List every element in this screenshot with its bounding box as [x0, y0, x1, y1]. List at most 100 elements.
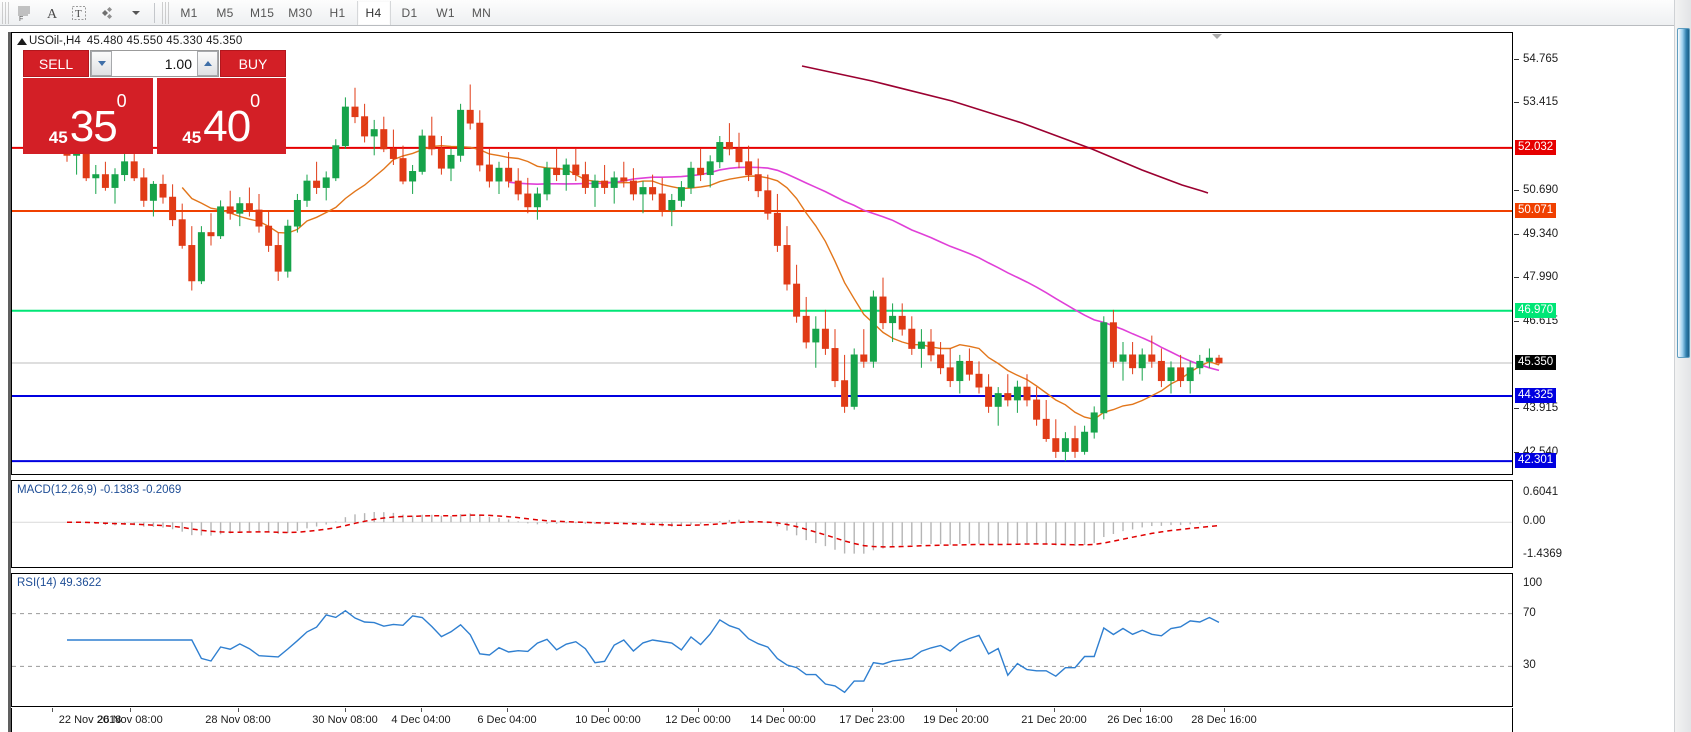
trade-prices-row: 45 35 0 45 40 0 — [23, 78, 286, 154]
price-tick-label: 43.915 — [1523, 402, 1559, 415]
buy-price-button[interactable]: 45 40 0 — [156, 78, 286, 154]
price-tick-label: 46.615 — [1523, 315, 1559, 328]
main-toolbar: F A T M1 M5 M15 M30 H1 H4 D1 W1 MN — [0, 0, 1691, 26]
rsi-scale: 100 70 30 — [1514, 573, 1674, 707]
buy-price-main: 40 — [203, 102, 251, 151]
time-axis-label: 30 Nov 08:00 — [312, 714, 378, 726]
time-axis-label: 19 Dec 20:00 — [923, 714, 989, 726]
scrollbar-thumb[interactable] — [1677, 28, 1690, 358]
time-tick — [52, 708, 53, 712]
sell-button[interactable]: SELL — [23, 50, 89, 77]
symbol-ohlc: 45.480 45.550 45.330 45.350 — [86, 35, 243, 47]
time-axis-label: 26 Nov 08:00 — [97, 714, 163, 726]
templates-icon[interactable]: F — [12, 2, 38, 24]
time-tick — [1140, 708, 1141, 712]
price-tick — [1514, 276, 1519, 278]
rsi-title: RSI(14) 49.3622 — [17, 577, 102, 589]
timeframe-h1[interactable]: H1 — [329, 5, 346, 20]
price-level-badge-current-price[interactable]: 45.350 — [1515, 354, 1557, 370]
price-level-badge-pivot[interactable]: 46.970 — [1515, 302, 1557, 318]
price-tick-label: 47.990 — [1523, 270, 1559, 283]
triangle-icon — [17, 38, 27, 45]
timeframe-m30[interactable]: M30 — [288, 5, 313, 20]
price-tick-label: 49.340 — [1523, 227, 1559, 240]
price-level-badge-support[interactable]: 42.301 — [1515, 453, 1557, 469]
sell-price-button[interactable]: 45 35 0 — [23, 78, 153, 154]
volume-decrease-button[interactable] — [91, 51, 112, 76]
time-tick — [421, 708, 422, 712]
price-tick — [1514, 408, 1519, 410]
time-axis-label: 21 Dec 20:00 — [1021, 714, 1087, 726]
volume-input[interactable]: 1.00 — [112, 51, 197, 76]
svg-text:F: F — [19, 16, 23, 22]
objects-icon[interactable] — [94, 2, 122, 24]
text-tool-icon[interactable]: A — [40, 2, 64, 24]
volume-stepper[interactable]: 1.00 — [90, 50, 219, 77]
timeframe-d1[interactable]: D1 — [401, 5, 418, 20]
caret-up-icon — [203, 61, 212, 66]
time-tick — [130, 708, 131, 712]
time-tick — [507, 708, 508, 712]
timeframe-m5[interactable]: M5 — [216, 5, 234, 20]
svg-text:A: A — [47, 7, 58, 22]
time-axis-label: 14 Dec 00:00 — [750, 714, 816, 726]
time-axis-label: 22 Nov 2018 — [58, 714, 122, 726]
price-tick — [1514, 452, 1519, 454]
time-tick — [783, 708, 784, 712]
price-level-badge-support[interactable]: 44.325 — [1515, 387, 1557, 403]
timeframe-mn[interactable]: MN — [471, 5, 492, 20]
macd-tick-label: -1.4369 — [1523, 548, 1563, 560]
svg-text:T: T — [75, 8, 82, 20]
sell-price-prefix: 45 — [48, 128, 68, 147]
trade-controls-row: SELL 1.00 BUY — [23, 50, 286, 77]
timeframe-h4[interactable]: H4 — [356, 0, 391, 25]
macd-scale: 0.6041 0.00 -1.4369 — [1514, 480, 1674, 568]
price-level-badge-resistance[interactable]: 52.032 — [1515, 139, 1557, 155]
time-tick — [956, 708, 957, 712]
price-tick — [1514, 321, 1519, 323]
dropdown-chevron-icon[interactable] — [124, 2, 148, 24]
toolbar-divider — [154, 2, 155, 23]
time-axis-label: 28 Dec 16:00 — [1191, 714, 1257, 726]
timeframe-m15[interactable]: M15 — [250, 5, 275, 20]
window-scrollbar[interactable] — [1674, 0, 1691, 732]
chevron-down-icon[interactable] — [1212, 34, 1222, 39]
time-axis-label: 28 Nov 08:00 — [205, 714, 271, 726]
time-tick — [698, 708, 699, 712]
timeframe-m1[interactable]: M1 — [180, 5, 198, 20]
rsi-tick-label: 70 — [1523, 606, 1536, 619]
time-tick — [608, 708, 609, 712]
symbol-header: USOil-,H4 45.480 45.550 45.330 45.350 — [17, 35, 242, 47]
buy-price-fraction: 0 — [250, 91, 261, 111]
time-tick — [345, 708, 346, 712]
rsi-pane[interactable]: RSI(14) 49.3622 — [11, 573, 1513, 707]
sell-price-fraction: 0 — [116, 91, 127, 111]
sell-price-main: 35 — [69, 102, 118, 151]
price-tick — [1514, 102, 1519, 104]
time-tick — [1054, 708, 1055, 712]
price-scale[interactable]: 54.765 53.415 50.690 49.340 47.990 46.615 43.9… — [1514, 32, 1674, 475]
price-level-badge-resistance[interactable]: 50.071 — [1515, 202, 1557, 218]
price-plot — [12, 65, 1512, 463]
macd-pane[interactable]: MACD(12,26,9) -0.1383 -0.2069 — [11, 480, 1513, 568]
text-label-icon[interactable]: T — [66, 2, 92, 24]
price-tick — [1514, 233, 1519, 235]
timeframe-group: M1 M5 M15 M30 H1 H4 D1 W1 MN — [171, 0, 500, 25]
buy-price-prefix: 45 — [182, 128, 202, 147]
time-axis-label: 4 Dec 04:00 — [391, 714, 451, 726]
time-axis[interactable]: 22 Nov 2018 26 Nov 08:00 28 Nov 08:00 30 No… — [11, 708, 1513, 732]
time-tick — [1224, 708, 1225, 712]
volume-increase-button[interactable] — [197, 51, 218, 76]
time-axis-label: 26 Dec 16:00 — [1107, 714, 1173, 726]
time-axis-label: 10 Dec 00:00 — [575, 714, 641, 726]
timeframe-w1[interactable]: W1 — [436, 5, 455, 20]
macd-title: MACD(12,26,9) -0.1383 -0.2069 — [17, 484, 182, 496]
time-tick — [238, 708, 239, 712]
timeframe-drag-handle[interactable] — [162, 1, 169, 24]
toolbar-drag-handle[interactable] — [2, 1, 9, 24]
macd-plot — [12, 512, 1512, 554]
rsi-tick-label: 100 — [1523, 577, 1543, 589]
buy-button[interactable]: BUY — [220, 50, 286, 77]
time-axis-label: 12 Dec 00:00 — [665, 714, 731, 726]
time-axis-label: 17 Dec 23:00 — [839, 714, 905, 726]
